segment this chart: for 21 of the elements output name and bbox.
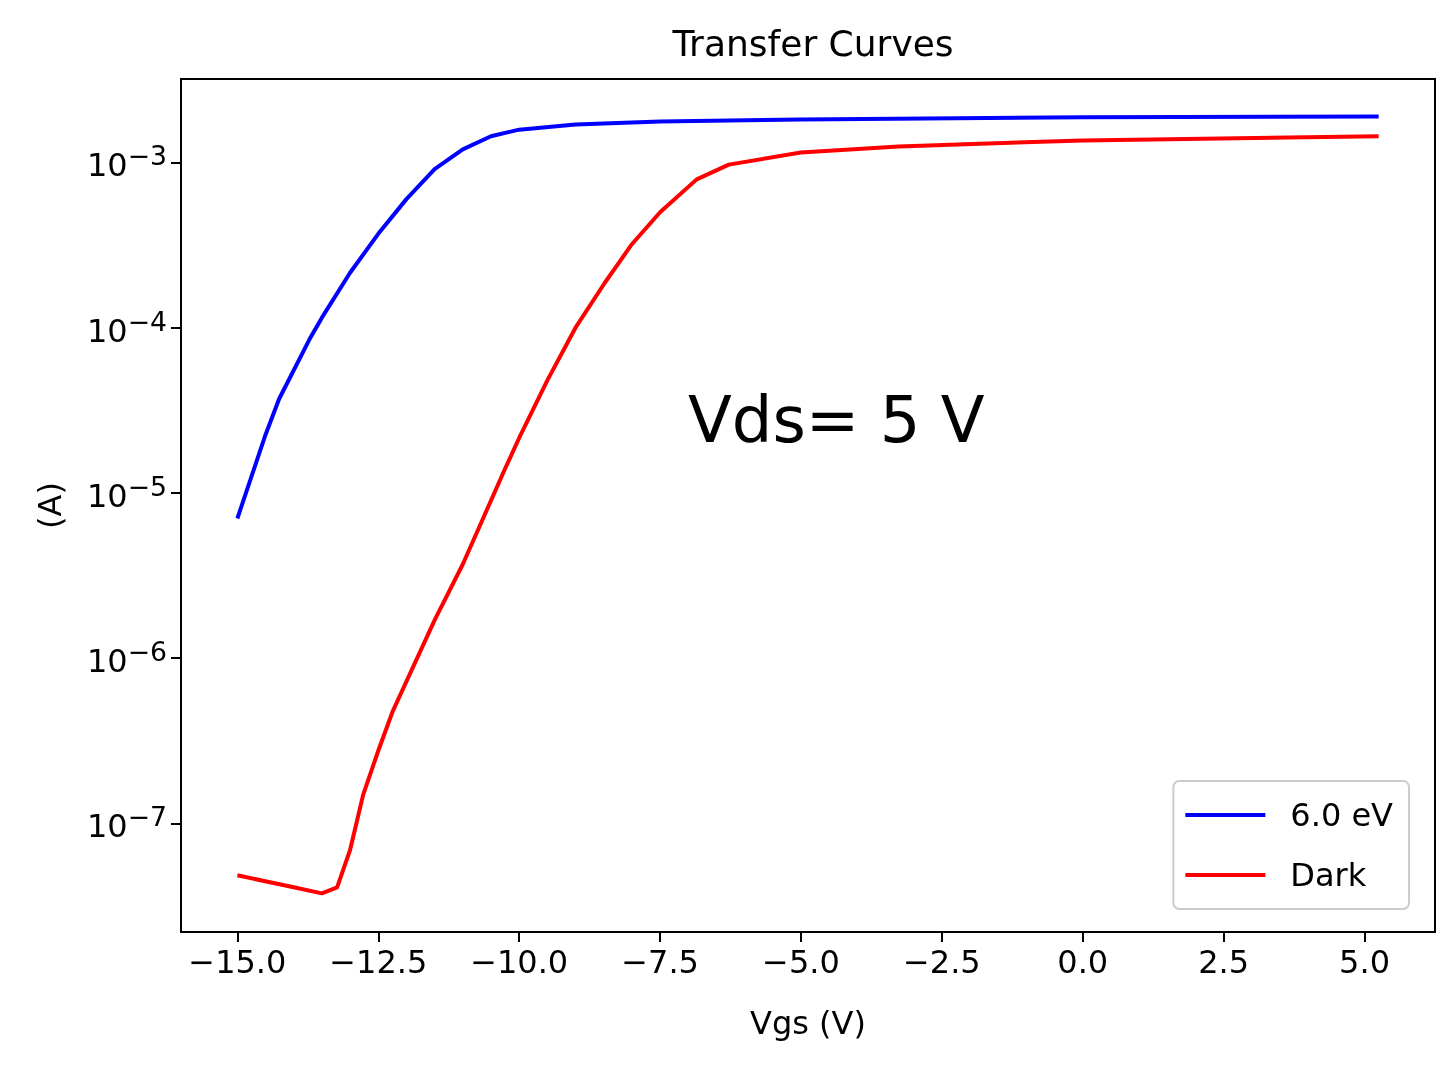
annotation: Vds= 5 V <box>688 383 985 457</box>
y-axis-title: (A) <box>31 482 69 529</box>
x-tick-label: 0.0 <box>1057 943 1109 981</box>
x-tick-label: −5.0 <box>762 943 840 981</box>
x-tick-label: −15.0 <box>188 943 287 981</box>
y-tick-label: 10$^{−5}$ <box>86 470 167 516</box>
chart-title: Transfer Curves <box>671 22 954 64</box>
y-tick-label: 10$^{−7}$ <box>86 801 167 846</box>
x-tick-label: −12.5 <box>329 943 428 981</box>
x-tick-label: −10.0 <box>470 943 569 981</box>
y-tick-label: 10$^{−3}$ <box>86 140 167 185</box>
legend-label: 6.0 eV <box>1290 796 1394 834</box>
line-series <box>235 114 1381 521</box>
x-tick-label: −2.5 <box>903 943 981 981</box>
x-tick-label: 5.0 <box>1339 943 1390 981</box>
x-tick-label: 2.5 <box>1198 943 1250 981</box>
y-tick-label: 10$^{−6}$ <box>86 635 167 681</box>
x-axis-title: Vgs (V) <box>750 1004 866 1042</box>
x-tick-label: −7.5 <box>621 943 699 981</box>
y-tick-label: 10$^{−4}$ <box>86 305 167 350</box>
legend-label: Dark <box>1290 856 1367 894</box>
